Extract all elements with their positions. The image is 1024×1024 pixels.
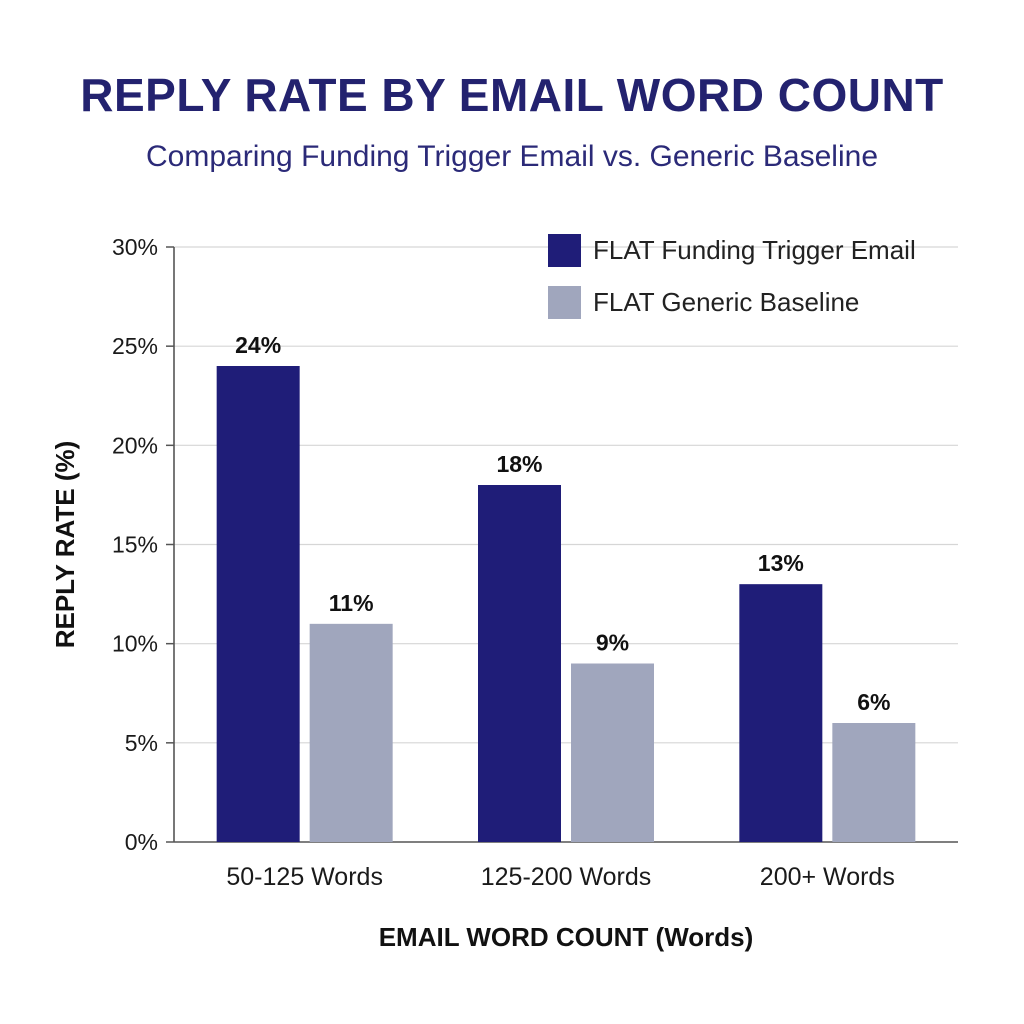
axes	[166, 246, 958, 843]
bar-funding-trigger	[216, 366, 300, 842]
legend-swatch-funding-trigger	[548, 233, 581, 267]
y-tick-label: 15%	[112, 532, 158, 558]
x-tick-label: 125-200 Words	[481, 863, 651, 891]
x-tick-label: 200+ Words	[760, 863, 895, 891]
bar-funding-trigger	[478, 485, 561, 842]
legend-item-generic-baseline: FLAT Generic Baseline	[548, 282, 916, 322]
data-label: 9%	[596, 630, 629, 656]
chart-subtitle: Comparing Funding Trigger Email vs. Gene…	[146, 140, 878, 173]
legend-item-funding-trigger: FLAT Funding Trigger Email	[548, 230, 916, 270]
bar-funding-trigger	[739, 584, 823, 842]
y-tick-label: 30%	[112, 234, 158, 260]
x-axis-title: EMAIL WORD COUNT (Words)	[379, 922, 754, 952]
y-tick-label: 25%	[112, 333, 158, 359]
data-label: 6%	[857, 689, 890, 715]
legend-swatch-generic-baseline	[548, 285, 581, 319]
y-tick-label: 10%	[112, 631, 158, 657]
y-tick-label: 5%	[125, 730, 158, 756]
data-label: 24%	[235, 332, 281, 358]
labels: 0% 5% 10% 15% 20% 25% 30% 24% 11% 50-125 Words 18%…	[50, 234, 895, 952]
bar-generic-baseline	[571, 663, 654, 842]
legend: FLAT Funding Trigger Email FLAT Generic …	[548, 230, 916, 334]
data-label: 13%	[758, 550, 804, 576]
chart-title: REPLY RATE BY EMAIL WORD COUNT	[80, 69, 944, 121]
x-tick-label: 50-125 Words	[226, 863, 383, 891]
y-axis-title: REPLY RATE (%)	[50, 441, 80, 649]
legend-label-funding-trigger: FLAT Funding Trigger Email	[593, 234, 916, 265]
bar-generic-baseline	[832, 723, 916, 842]
data-label: 11%	[329, 590, 374, 616]
legend-label-generic-baseline: FLAT Generic Baseline	[593, 286, 860, 317]
y-tick-label: 20%	[112, 432, 158, 458]
data-label: 18%	[496, 451, 542, 477]
bar-generic-baseline	[309, 623, 393, 842]
y-tick-label: 0%	[125, 829, 158, 855]
bars	[216, 366, 916, 842]
